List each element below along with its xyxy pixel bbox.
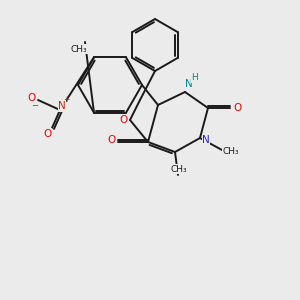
Text: +: + xyxy=(63,95,69,104)
Text: O: O xyxy=(43,129,51,139)
Text: O: O xyxy=(233,103,241,113)
Text: −: − xyxy=(32,101,38,110)
Text: CH₃: CH₃ xyxy=(171,164,187,173)
Text: CH₃: CH₃ xyxy=(223,148,239,157)
Text: N: N xyxy=(202,135,210,145)
Text: O: O xyxy=(120,115,128,125)
Text: H: H xyxy=(192,74,198,82)
Text: CH₃: CH₃ xyxy=(71,44,87,53)
Text: N: N xyxy=(185,79,193,89)
Text: O: O xyxy=(27,93,35,103)
Text: O: O xyxy=(107,135,115,145)
Text: N: N xyxy=(58,101,66,111)
